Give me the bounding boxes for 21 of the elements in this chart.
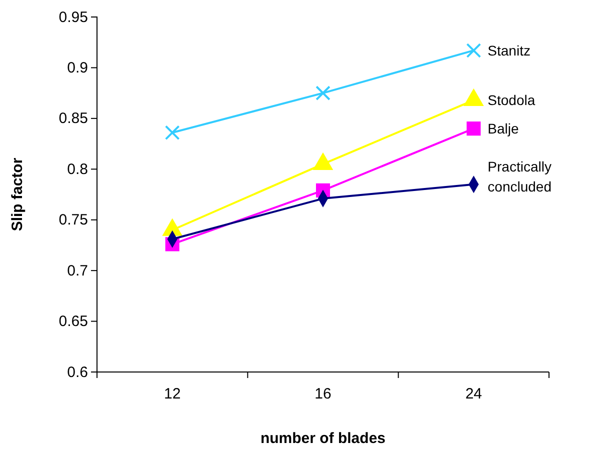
y-tick-label: 0.85 xyxy=(58,110,88,128)
point xyxy=(316,86,330,101)
series-label: Balje xyxy=(488,120,520,137)
y-tick-label: 0.9 xyxy=(67,60,88,77)
y-tick-label: 0.7 xyxy=(67,262,88,280)
x-tick-label: 24 xyxy=(465,386,482,403)
x-axis-title: number of blades xyxy=(260,430,386,447)
y-tick-label: 0.75 xyxy=(58,212,88,229)
y-axis-title: Slip factor xyxy=(9,158,26,232)
y-tick-label: 0.8 xyxy=(67,160,88,178)
y-tick-label: 0.65 xyxy=(58,313,88,330)
point xyxy=(164,125,180,140)
y-tick-label: 0.95 xyxy=(58,8,88,26)
series-label: Practically concluded xyxy=(488,158,552,194)
y-tick-label: 0.6 xyxy=(67,364,88,381)
point xyxy=(466,43,482,58)
x-tick-label: 16 xyxy=(314,386,332,403)
series-label: Stodola xyxy=(488,92,536,108)
series-label: Stanitz xyxy=(488,42,530,58)
x-tick-label: 12 xyxy=(164,386,181,403)
point xyxy=(466,122,481,136)
